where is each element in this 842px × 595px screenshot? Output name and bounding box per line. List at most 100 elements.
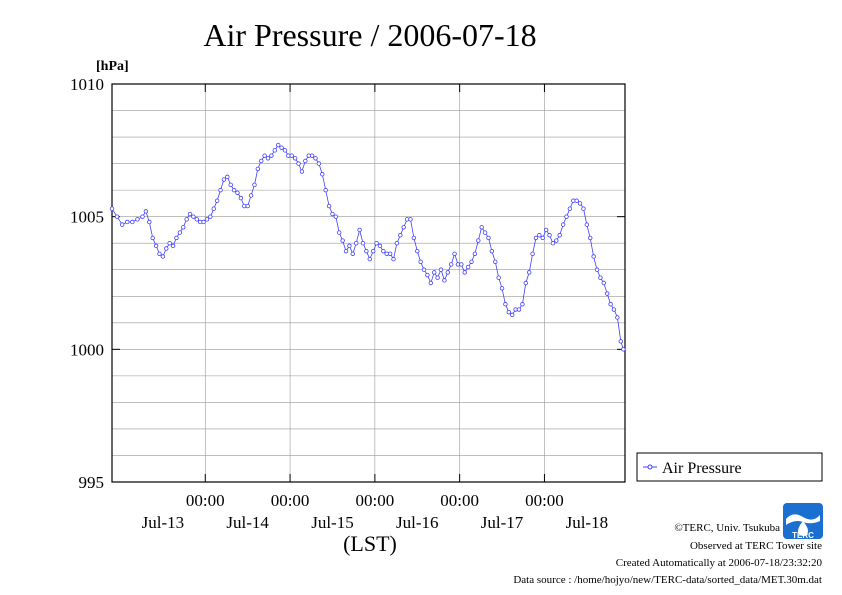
logo-drop-icon <box>798 521 808 536</box>
data-point <box>415 248 420 254</box>
data-point <box>330 211 335 217</box>
data-point <box>421 267 427 272</box>
data-point <box>147 219 152 225</box>
data-point <box>557 233 562 238</box>
data-point <box>428 280 434 286</box>
credit-source: Data source : /home/hojyo/new/TERC-data/… <box>513 574 822 586</box>
data-point <box>520 302 525 307</box>
data-point <box>309 153 315 158</box>
data-point <box>516 307 522 312</box>
logo-wave-icon <box>786 514 820 525</box>
data-point <box>526 270 532 275</box>
x-tick-day-label: Jul-16 <box>396 513 439 532</box>
data-point <box>489 248 495 254</box>
data-point <box>208 214 213 219</box>
data-point <box>577 201 583 206</box>
data-point <box>370 248 376 254</box>
data-point <box>425 272 430 278</box>
credits: ©TERC, Univ. Tsukuba Observed at TERC To… <box>513 522 822 586</box>
data-point <box>214 198 220 203</box>
data-point <box>506 309 512 315</box>
data-point <box>465 264 471 270</box>
data-point <box>493 259 498 264</box>
credit-created: Created Automatically at 2006-07-18/23:3… <box>616 557 823 569</box>
data-point <box>588 235 593 241</box>
data-point <box>432 270 437 275</box>
data-point <box>109 206 115 211</box>
legend-marker <box>647 464 653 470</box>
data-point <box>191 214 196 219</box>
x-axis-label: (LST) <box>343 531 397 556</box>
data-point <box>540 235 545 241</box>
legend-label: Air Pressure <box>662 460 742 477</box>
data-point <box>160 254 166 259</box>
data-point <box>177 230 183 235</box>
data-point <box>533 235 539 241</box>
data-point <box>435 275 440 280</box>
data-point <box>523 280 528 286</box>
data-point <box>530 251 535 257</box>
data-point <box>408 217 413 222</box>
data-point <box>445 270 450 275</box>
data-point <box>320 172 325 177</box>
legend-box <box>636 452 823 482</box>
data-point <box>187 211 193 217</box>
data-point <box>360 240 366 246</box>
data-point <box>235 190 240 195</box>
data-point <box>357 227 362 233</box>
data-point <box>272 148 278 153</box>
data-point <box>343 248 349 254</box>
data-point <box>181 225 186 230</box>
data-point <box>550 240 556 246</box>
data-point <box>377 243 383 249</box>
data-point <box>265 156 271 161</box>
data-point <box>574 198 579 203</box>
data-point <box>510 312 515 318</box>
data-point <box>581 206 586 211</box>
data-point <box>499 286 505 291</box>
x-tick-day-label: Jul-13 <box>142 513 185 532</box>
data-point <box>130 219 135 225</box>
data-point <box>364 248 369 254</box>
data-point <box>479 225 484 230</box>
y-tick-label: 1000 <box>70 340 104 359</box>
data-point <box>164 246 169 251</box>
data-point <box>245 203 250 209</box>
data-point <box>167 240 172 246</box>
data-point <box>391 256 396 262</box>
data-point <box>228 182 233 188</box>
data-point <box>125 219 130 225</box>
x-tick-time-label: 00:00 <box>271 491 310 510</box>
data-point <box>143 209 149 214</box>
logo-text: TERC <box>792 531 814 540</box>
data-point <box>547 233 552 238</box>
data-point <box>608 302 613 307</box>
data-point <box>554 238 559 243</box>
data-point <box>354 240 359 246</box>
data-point <box>418 259 423 264</box>
data-point <box>157 251 162 257</box>
data-point <box>194 217 199 222</box>
data-point <box>448 262 454 267</box>
data-point <box>296 161 301 166</box>
data-point <box>496 275 501 280</box>
data-point <box>394 240 400 246</box>
axis-ticks <box>112 83 625 483</box>
data-point <box>452 251 457 257</box>
data-point <box>438 267 444 272</box>
data-point <box>303 158 308 164</box>
data-point <box>184 217 189 222</box>
data-point <box>135 217 140 222</box>
data-point <box>201 219 206 225</box>
data-point <box>401 225 406 230</box>
data-point <box>262 153 267 158</box>
data-point <box>323 187 328 193</box>
x-tick-time-label: 00:00 <box>440 491 479 510</box>
data-point <box>350 251 356 257</box>
data-point <box>221 177 227 182</box>
data-point <box>381 248 386 254</box>
x-tick-day-label: Jul-17 <box>481 513 524 532</box>
data-point <box>442 278 447 283</box>
data-point <box>292 156 298 161</box>
